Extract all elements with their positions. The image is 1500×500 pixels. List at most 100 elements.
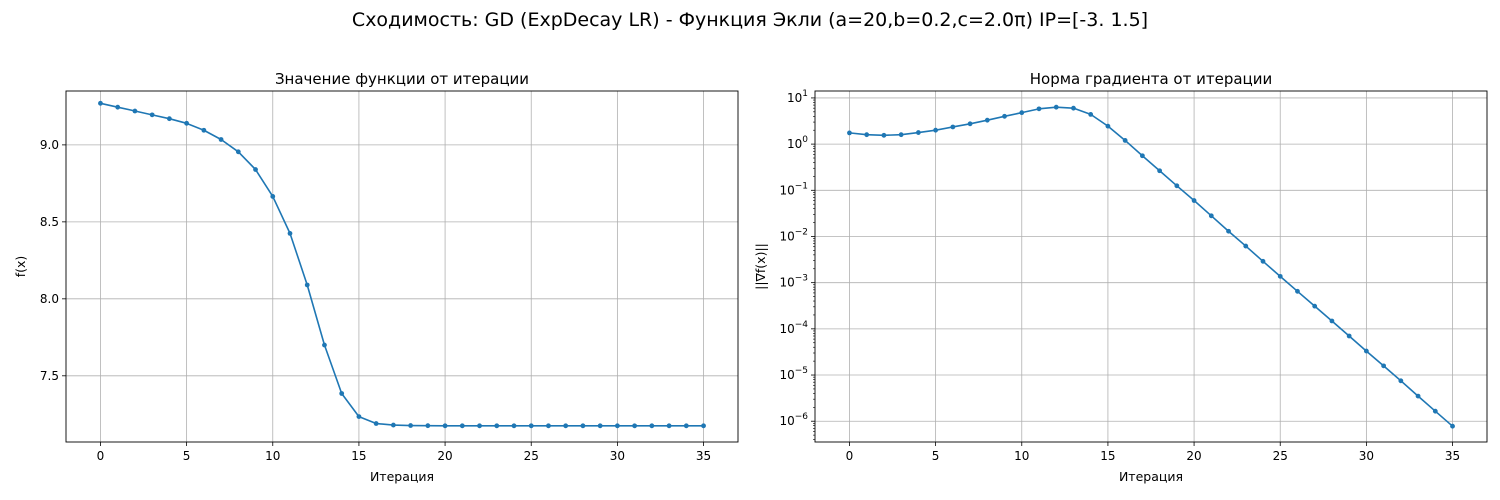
y-axis-label: ||∇f(x)||: [753, 243, 768, 290]
data-point: [494, 423, 500, 429]
subplot-title: Норма градиента от итерации: [1030, 70, 1273, 88]
data-point: [950, 124, 956, 130]
x-tick-label: 15: [1100, 449, 1115, 463]
data-point: [235, 149, 241, 155]
data-point: [1019, 110, 1025, 116]
data-point: [864, 132, 870, 138]
data-point: [546, 423, 551, 429]
data-point: [149, 112, 155, 118]
data-point: [373, 421, 379, 426]
y-tick-label: 10−3: [779, 274, 808, 290]
y-tick-label: 100: [787, 135, 808, 151]
x-tick-label: 25: [1273, 449, 1288, 463]
figure-title: Сходимость: GD (ExpDecay LR) - Функция Э…: [352, 9, 1148, 31]
data-point: [1363, 348, 1369, 354]
data-point: [683, 423, 689, 429]
x-tick-label: 35: [1445, 449, 1460, 463]
data-point: [1157, 168, 1163, 174]
y-tick-label: 10−5: [779, 366, 808, 382]
data-point: [649, 423, 655, 429]
data-point: [701, 423, 706, 429]
data-point: [614, 423, 620, 429]
x-tick-label: 25: [524, 449, 539, 463]
subplot-function-value: 0 5 10 15 20 25 30 35 7.5 8.0 8.5 9.0 Значение функц…: [13, 70, 739, 484]
data-point: [1295, 288, 1300, 294]
x-tick-label: 30: [610, 449, 625, 463]
data-point: [408, 423, 414, 428]
x-tick-label: 15: [351, 449, 366, 463]
x-tick-label: 5: [183, 449, 191, 463]
data-point: [1105, 123, 1111, 129]
data-point: [1312, 303, 1318, 309]
data-point: [477, 423, 482, 429]
data-point: [984, 117, 990, 123]
data-point: [528, 423, 534, 429]
data-point: [666, 423, 672, 429]
data-point: [184, 120, 190, 126]
data-point: [253, 167, 258, 172]
y-tick-label: 7.5: [40, 369, 59, 383]
y-tick-label: 9.0: [40, 138, 59, 152]
y-tick-label: 10−6: [779, 412, 808, 428]
data-point: [933, 127, 939, 133]
data-point: [201, 127, 207, 133]
x-tick-label: 0: [97, 449, 105, 463]
data-point: [339, 391, 345, 396]
data-point: [166, 116, 172, 122]
data-point: [632, 423, 638, 429]
data-point: [1208, 213, 1214, 219]
y-tick-label: 8.5: [40, 215, 59, 229]
x-tick-label: 5: [932, 449, 940, 463]
data-point: [115, 104, 121, 110]
data-point: [1260, 258, 1266, 264]
x-tick-label: 0: [846, 449, 854, 463]
subplot-gradient-norm: 0 5 10 15 20 25 30 35 10−6 10−5 10−4 10−3 10−2 10−1 10…: [753, 70, 1488, 484]
data-point: [1226, 228, 1231, 234]
y-tick-label: 10−4: [779, 320, 808, 336]
data-point: [322, 342, 327, 348]
x-axis-label: Итерация: [370, 469, 434, 484]
data-point: [98, 100, 103, 106]
series-line: [849, 106, 1454, 427]
x-tick-label: 30: [1359, 449, 1374, 463]
grid: [66, 91, 738, 442]
y-tick-label: 10−1: [779, 181, 808, 197]
data-point: [597, 423, 603, 429]
subplot-title: Значение функции от итерации: [275, 70, 529, 88]
data-point: [1002, 113, 1007, 119]
data-point: [1122, 138, 1128, 143]
data-point: [1381, 363, 1387, 369]
data-point: [898, 132, 904, 138]
data-point: [442, 423, 448, 429]
x-axis-label: Итерация: [1119, 469, 1183, 484]
data-point: [356, 414, 362, 419]
data-point: [1398, 378, 1404, 384]
data-point: [847, 130, 852, 136]
data-point: [1036, 106, 1042, 112]
x-tick-label: 20: [1186, 449, 1201, 463]
data-point: [1243, 243, 1249, 249]
data-point: [304, 282, 310, 288]
data-point: [881, 132, 887, 138]
data-point: [1139, 153, 1145, 159]
data-point: [287, 231, 293, 236]
data-point: [1277, 273, 1283, 279]
x-tick-label: 10: [1014, 449, 1029, 463]
data-point: [1346, 333, 1352, 339]
data-point: [218, 137, 224, 142]
data-point: [390, 422, 396, 428]
axes-frame: [814, 90, 1488, 443]
y-tick-label: 8.0: [40, 292, 59, 306]
y-tick-label: 101: [787, 89, 808, 105]
data-point: [1071, 105, 1076, 111]
data-point: [915, 130, 921, 135]
y-tick-label: 10−2: [779, 227, 808, 243]
axes-frame: [65, 90, 739, 443]
data-point: [1450, 423, 1455, 429]
data-point: [1329, 318, 1335, 324]
x-tick-label: 35: [696, 449, 711, 463]
data-point: [1191, 198, 1197, 203]
y-axis-label: f(x): [13, 256, 28, 278]
data-point: [1174, 183, 1180, 189]
data-point: [580, 423, 586, 429]
